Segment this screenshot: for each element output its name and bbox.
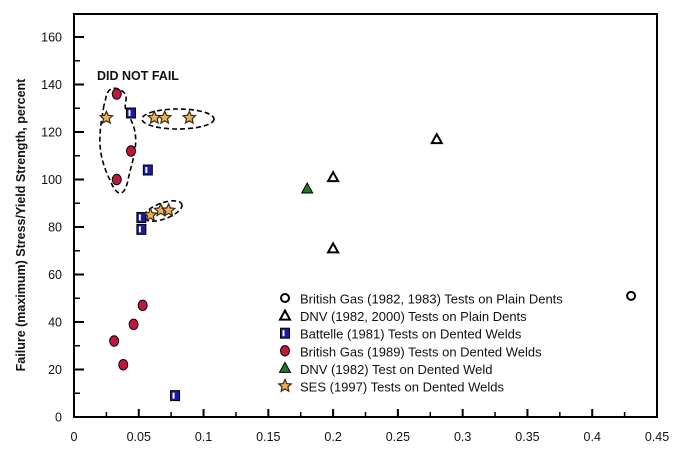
y-tick-label: 20	[48, 363, 62, 377]
did-not-fail-outline-mid	[143, 200, 183, 222]
legend-marker-triangle-open	[278, 308, 292, 321]
data-point-circle	[111, 88, 122, 100]
x-tick-label: 0.35	[515, 430, 539, 444]
x-tick-label: 0.45	[645, 430, 669, 444]
square-highlight	[138, 226, 141, 233]
did-not-fail-annotation: DID NOT FAIL	[97, 69, 179, 83]
y-tick-label: 0	[55, 411, 62, 425]
data-point-square	[170, 390, 181, 402]
square-highlight	[128, 110, 131, 116]
data-point-triangle-open	[430, 132, 444, 145]
data-point-star	[181, 109, 197, 125]
square-marker	[136, 223, 147, 235]
data-point-circle	[137, 299, 148, 312]
legend-label: SES (1997) Tests on Dented Welds	[300, 380, 505, 395]
x-tick-label: 0.15	[256, 430, 280, 444]
series-4	[300, 181, 314, 194]
legend-label: DNV (1982, 2000) Tests on Plain Dents	[300, 309, 527, 324]
square-marker	[142, 164, 153, 176]
did-not-fail-outline-top	[141, 108, 215, 130]
legend-marker-circle	[280, 345, 290, 357]
legend: British Gas (1982, 1983) Tests on Plain …	[277, 292, 563, 395]
y-tick-label: 100	[41, 173, 62, 187]
y-axis: 0 20 40 60 80 100 120 140 160	[41, 31, 84, 425]
legend-marker-triangle	[278, 361, 292, 373]
square-marker	[280, 327, 290, 339]
square-marker	[136, 212, 147, 223]
data-point-square	[136, 223, 147, 235]
data-point-star	[157, 109, 173, 125]
legend-marker-star	[277, 378, 293, 393]
x-tick-label: 0.25	[386, 430, 410, 444]
series-5	[98, 109, 197, 222]
data-point-square	[126, 107, 137, 119]
legend-label: British Gas (1982, 1983) Tests on Plain …	[300, 292, 563, 307]
data-points	[98, 88, 637, 402]
did-not-fail-outline-left	[99, 87, 137, 194]
x-axis: 0 0.05 0.1 0.15 0.2 0.25 0.3 0.35 0.4 0.45	[71, 409, 669, 444]
series-0	[626, 290, 637, 301]
data-point-triangle-open	[326, 170, 340, 183]
y-tick-label: 40	[48, 316, 62, 330]
series-1	[326, 132, 444, 254]
legend-label: Battelle (1981) Tests on Dented Welds	[300, 327, 522, 342]
data-point-circle	[118, 359, 129, 371]
y-tick-label: 60	[48, 268, 62, 282]
legend-label: DNV (1982) Test on Dented Weld	[300, 362, 492, 377]
series-3	[109, 88, 148, 371]
legend-marker-circle-open	[280, 293, 290, 303]
y-tick-label: 140	[41, 78, 62, 92]
square-highlight	[172, 392, 175, 399]
data-point-square	[142, 164, 153, 176]
x-tick-label: 0.1	[195, 430, 212, 444]
square-marker	[170, 390, 181, 402]
square-highlight	[282, 330, 285, 337]
legend-marker-square	[280, 327, 290, 339]
x-tick-label: 0.2	[324, 430, 341, 444]
y-tick-label: 120	[41, 126, 62, 140]
data-point-star	[142, 207, 159, 222]
did-not-fail-outlines	[99, 87, 215, 222]
x-tick-label: 0	[71, 430, 78, 444]
data-point-triangle-open	[326, 241, 340, 254]
square-marker	[126, 107, 137, 119]
data-point-circle	[128, 318, 139, 331]
x-tick-label: 0.05	[127, 430, 151, 444]
data-point-circle	[126, 145, 137, 157]
y-axis-label: Failure (maximum) Stress/Yield Strength,…	[14, 78, 28, 372]
y-tick-label: 80	[48, 221, 62, 235]
legend-label: British Gas (1989) Tests on Dented Welds	[300, 344, 542, 359]
data-point-star	[98, 109, 115, 125]
square-highlight	[145, 167, 148, 173]
data-point-circle	[109, 335, 120, 347]
y-tick-label: 160	[41, 31, 62, 45]
data-point-circle-open	[626, 290, 637, 301]
x-tick-label: 0.4	[584, 430, 601, 444]
data-point-star	[160, 202, 177, 217]
x-tick-label: 0.3	[454, 430, 471, 444]
series-2	[126, 107, 181, 402]
data-point-square	[136, 212, 147, 223]
data-point-triangle	[300, 181, 314, 194]
square-highlight	[138, 214, 141, 221]
data-point-circle	[111, 173, 122, 186]
